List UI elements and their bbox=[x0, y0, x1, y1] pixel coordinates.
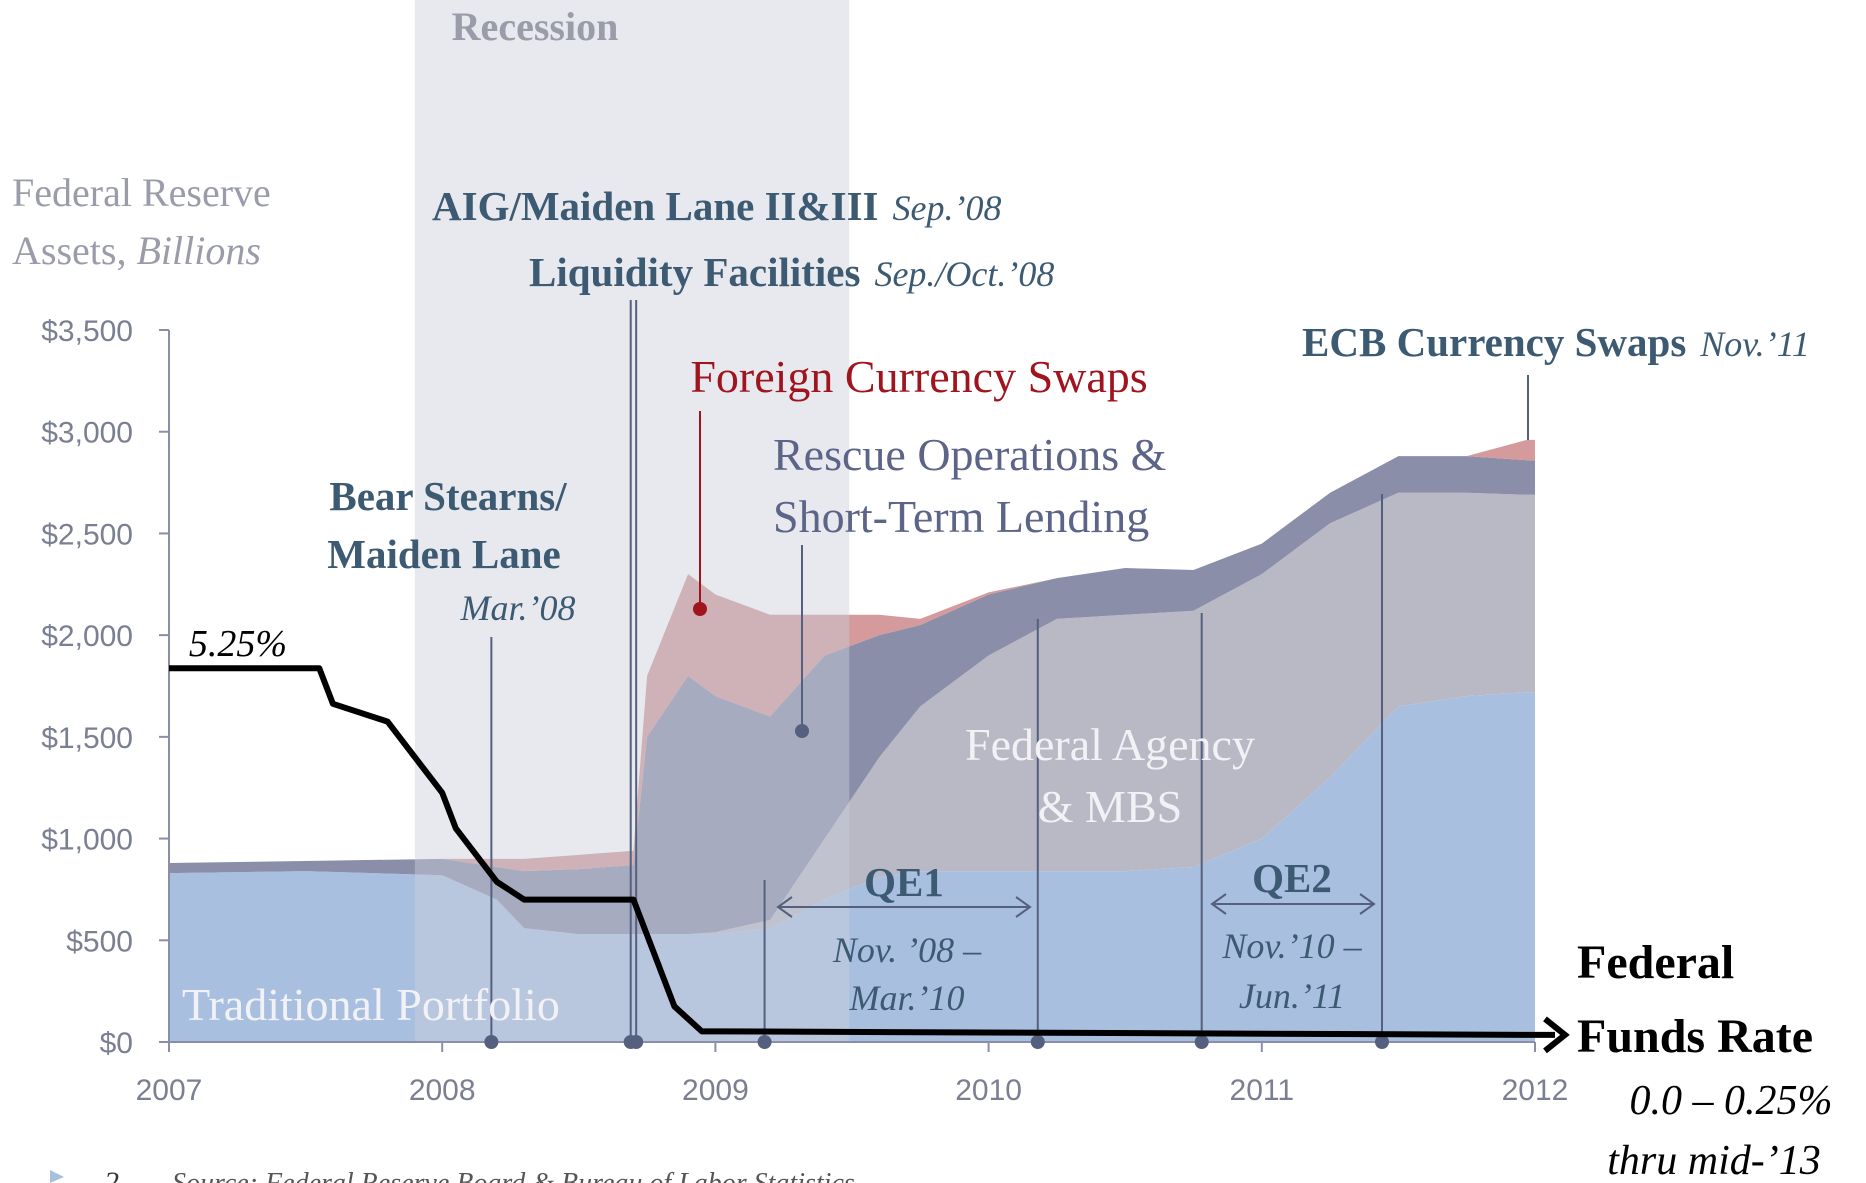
area bbox=[169, 492, 1535, 935]
qe-arrowhead bbox=[1015, 896, 1032, 918]
rate-arrowhead bbox=[1543, 1016, 1570, 1054]
source: Source: Federal Reserve Board & Bureau o… bbox=[172, 1168, 855, 1183]
annotation-text: Funds Rate bbox=[1577, 1010, 1813, 1063]
annotation: Foreign Currency Swaps bbox=[690, 351, 1147, 402]
annotation-text: Nov.’10 – bbox=[1221, 926, 1362, 966]
qe-arrowhead bbox=[776, 896, 793, 918]
annotation: Federal bbox=[1577, 936, 1734, 989]
x-tick-label: 2008 bbox=[409, 1074, 476, 1107]
annotation: Mar.’08 bbox=[460, 588, 576, 628]
event-dot bbox=[1194, 1035, 1209, 1049]
pointer-dot bbox=[795, 724, 809, 738]
y-axis-label: Billions bbox=[136, 228, 260, 273]
page-number: 2 bbox=[104, 1166, 119, 1183]
annotation-text: Liquidity Facilities bbox=[529, 249, 860, 295]
x-tick-label: 2012 bbox=[1502, 1074, 1569, 1107]
y-tick-label: $0 bbox=[100, 1027, 133, 1060]
event-dot bbox=[757, 1035, 772, 1049]
annotation: Maiden Lane bbox=[327, 531, 561, 577]
annotation-text: Mar.’08 bbox=[460, 588, 576, 628]
annotation: Traditional Portfolio bbox=[182, 979, 560, 1030]
annotation-text: Nov. ’08 – bbox=[832, 930, 982, 970]
annotation: 5.25% bbox=[189, 623, 287, 665]
annotation: Funds Rate bbox=[1577, 1010, 1813, 1063]
annotation: Nov.’10 – bbox=[1221, 926, 1362, 966]
y-axis-label: Federal Reserve bbox=[12, 170, 271, 215]
x-tick-label: 2010 bbox=[955, 1074, 1022, 1107]
annotation: thru mid-’13 bbox=[1607, 1138, 1821, 1183]
annotation: QE2 bbox=[1252, 855, 1332, 901]
annotation-text: AIG/Maiden Lane II&III bbox=[432, 183, 879, 229]
y-tick-label: $2,500 bbox=[41, 518, 133, 551]
annotation-text: Traditional Portfolio bbox=[182, 979, 560, 1030]
annotation: Short-Term Lending bbox=[773, 491, 1149, 542]
area bbox=[169, 692, 1535, 1042]
annotation: Jun.’11 bbox=[1239, 976, 1345, 1016]
pointer-dot bbox=[693, 602, 707, 616]
annotation-date: Nov.’11 bbox=[1699, 324, 1810, 364]
y-tick-label: $3,000 bbox=[41, 417, 133, 450]
annotation: Mar.’10 bbox=[849, 978, 965, 1018]
annotation: Recession bbox=[452, 4, 619, 49]
annotation-text: Maiden Lane bbox=[327, 531, 561, 577]
annotation: ECB Currency Swaps Nov.’11 bbox=[1302, 319, 1810, 365]
qe-arrowhead bbox=[1210, 893, 1227, 915]
footer-bullet bbox=[50, 1170, 64, 1183]
annotation-text: 0.0 – 0.25% bbox=[1630, 1078, 1833, 1124]
qe-arrowhead bbox=[1359, 893, 1376, 915]
annotation-date: Sep.’08 bbox=[893, 188, 1002, 228]
annotation: Liquidity Facilities Sep./Oct.’08 bbox=[529, 249, 1054, 295]
annotation-text: thru mid-’13 bbox=[1607, 1138, 1821, 1183]
annotation: Nov. ’08 – bbox=[832, 930, 982, 970]
annotation-text: Mar.’10 bbox=[849, 978, 965, 1018]
y-tick-label: $3,500 bbox=[41, 315, 133, 348]
annotation-text: QE2 bbox=[1252, 855, 1332, 901]
y-axis-label: Assets, bbox=[12, 228, 126, 273]
annotation-text: 5.25% bbox=[189, 623, 287, 665]
annotation-text: & MBS bbox=[1038, 781, 1182, 832]
event-dot bbox=[484, 1035, 499, 1049]
y-tick-label: $500 bbox=[66, 925, 133, 958]
annotation: Federal Agency bbox=[965, 719, 1255, 770]
annotation-text: Bear Stearns/ bbox=[329, 473, 567, 519]
annotation: Bear Stearns/ bbox=[329, 473, 567, 519]
y-axis-label: Assets, Billions bbox=[12, 228, 261, 273]
area bbox=[169, 456, 1535, 935]
annotation: & MBS bbox=[1038, 781, 1182, 832]
event-dot bbox=[629, 1035, 644, 1049]
annotation-text: ECB Currency Swaps bbox=[1302, 319, 1686, 365]
annotation-text: QE1 bbox=[864, 859, 944, 905]
annotation-text: Short-Term Lending bbox=[773, 491, 1149, 542]
annotation: QE1 bbox=[864, 859, 944, 905]
annotation: AIG/Maiden Lane II&III Sep.’08 bbox=[432, 183, 1001, 229]
x-tick-label: 2009 bbox=[682, 1074, 749, 1107]
annotation-text: Recession bbox=[452, 4, 619, 49]
event-dot bbox=[1030, 1035, 1045, 1049]
rate-line bbox=[169, 665, 1555, 1038]
x-tick-label: 2007 bbox=[136, 1074, 203, 1107]
x-tick-label: 2011 bbox=[1230, 1074, 1295, 1107]
annotation: Rescue Operations & bbox=[773, 429, 1166, 480]
annotation: 0.0 – 0.25% bbox=[1630, 1078, 1833, 1124]
annotation-date: Sep./Oct.’08 bbox=[874, 254, 1054, 294]
annotation-text: Federal Agency bbox=[965, 719, 1255, 770]
annotation-text: Jun.’11 bbox=[1239, 976, 1345, 1016]
y-tick-label: $1,500 bbox=[41, 722, 133, 755]
annotation-text: Rescue Operations & bbox=[773, 429, 1166, 480]
y-tick-label: $2,000 bbox=[41, 620, 133, 653]
annotation-text: Federal bbox=[1577, 936, 1734, 989]
event-dot bbox=[1375, 1035, 1390, 1049]
annotation-text: Foreign Currency Swaps bbox=[690, 351, 1147, 402]
y-tick-label: $1,000 bbox=[41, 824, 133, 857]
